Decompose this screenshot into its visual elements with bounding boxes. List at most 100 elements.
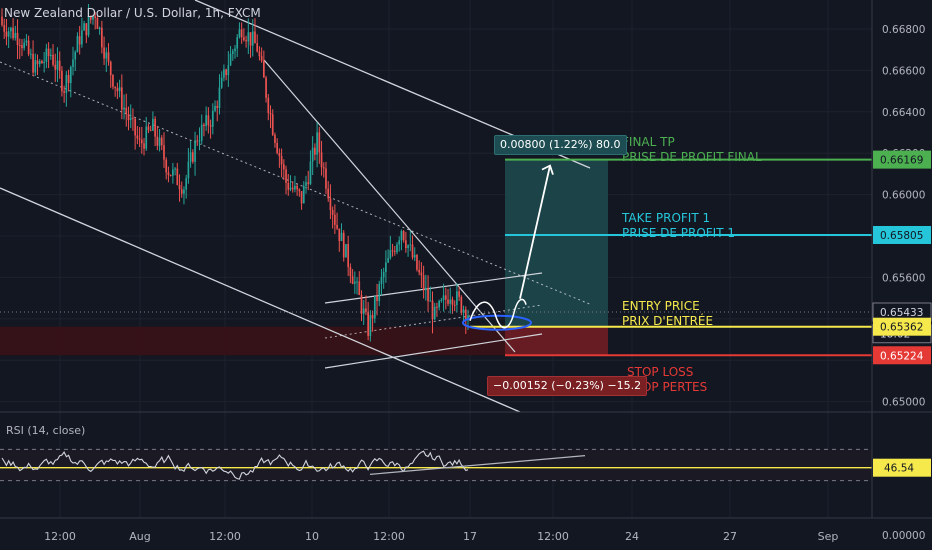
candle-body bbox=[251, 31, 254, 46]
candle-body bbox=[298, 189, 301, 192]
candle-body bbox=[338, 228, 341, 242]
trend-line bbox=[263, 59, 516, 353]
candle-body bbox=[254, 31, 256, 44]
candle-body bbox=[447, 299, 449, 304]
tp1-label-en: TAKE PROFIT 1 bbox=[622, 211, 711, 225]
candle-body bbox=[172, 169, 174, 176]
candle-body bbox=[65, 74, 68, 93]
candle-body bbox=[116, 88, 119, 92]
candle-body bbox=[143, 143, 145, 149]
candle-body bbox=[136, 135, 139, 139]
candle-body bbox=[63, 91, 65, 93]
entry-zone-ellipse bbox=[462, 314, 532, 331]
candle-body bbox=[289, 187, 292, 190]
candle-body bbox=[256, 43, 259, 52]
candle-body bbox=[34, 60, 37, 73]
price-tick-label: 0.65600 bbox=[882, 272, 925, 284]
candle-body bbox=[3, 25, 6, 32]
candle-body bbox=[25, 40, 28, 43]
candle-body bbox=[174, 168, 176, 170]
loss-zone bbox=[505, 326, 608, 356]
candle-body bbox=[245, 40, 247, 42]
final-tp-label-en: FINAL TP bbox=[622, 135, 675, 149]
candle-body bbox=[285, 169, 287, 183]
channel-midline bbox=[0, 61, 593, 306]
candle-body bbox=[83, 23, 85, 31]
candle-body bbox=[223, 69, 225, 78]
candle-body bbox=[349, 267, 352, 277]
candle-body bbox=[112, 75, 114, 87]
candle-body bbox=[267, 97, 270, 113]
price-badge bbox=[873, 346, 931, 365]
candle-body bbox=[314, 147, 316, 155]
candle-body bbox=[49, 54, 52, 56]
candle-body bbox=[76, 36, 79, 53]
flag-midline bbox=[324, 304, 543, 339]
price-badge bbox=[873, 317, 931, 336]
candle-body bbox=[300, 191, 303, 204]
stop-loss-label-en: STOP LOSS bbox=[627, 365, 694, 379]
candle-body bbox=[14, 32, 17, 39]
candle-body bbox=[387, 258, 389, 263]
rsi-title[interactable]: RSI (14, close) bbox=[6, 424, 86, 437]
candle-body bbox=[331, 210, 334, 215]
candle-body bbox=[163, 145, 165, 160]
time-tick-label: 12:00 bbox=[373, 530, 405, 543]
candle-body bbox=[147, 126, 150, 131]
candle-body bbox=[345, 244, 347, 258]
candle-body bbox=[96, 18, 99, 29]
candle-body bbox=[160, 137, 163, 146]
entry-label: ENTRY PRICE PRIX D'ENTRÉE bbox=[622, 299, 713, 329]
time-tick-label: Sep bbox=[818, 530, 839, 543]
candle-body bbox=[132, 117, 134, 119]
candle-body bbox=[156, 136, 159, 146]
candle-body bbox=[291, 187, 294, 190]
candle-body bbox=[152, 118, 154, 131]
profit-box[interactable]: 0.00800 (1.22%) 80.0 bbox=[494, 135, 627, 155]
candle-body bbox=[280, 156, 283, 165]
time-tick-label: 24 bbox=[625, 530, 639, 543]
candle-body bbox=[362, 308, 365, 314]
time-tick-label: 12:00 bbox=[44, 530, 76, 543]
candle-body bbox=[436, 306, 438, 308]
candle-body bbox=[322, 167, 325, 169]
candle-body bbox=[94, 16, 97, 19]
candle-body bbox=[243, 37, 245, 41]
candle-body bbox=[47, 48, 50, 56]
candle-body bbox=[307, 182, 310, 184]
price-badge bbox=[873, 225, 931, 244]
candle-body bbox=[218, 87, 221, 108]
candle-body bbox=[416, 254, 418, 270]
candle-body bbox=[282, 164, 285, 170]
candle-body bbox=[440, 299, 443, 301]
candle-body bbox=[67, 74, 70, 83]
price-badge-label: 0.65433 bbox=[880, 307, 923, 319]
candle-body bbox=[456, 291, 458, 305]
projection-arrow bbox=[519, 165, 551, 299]
candle-body bbox=[274, 134, 276, 143]
candle-body bbox=[429, 300, 432, 302]
candle-body bbox=[85, 23, 88, 36]
candle-body bbox=[265, 77, 267, 98]
candle-body bbox=[442, 295, 445, 300]
loss-box[interactable]: −0.00152 (−0.23%) −15.2 bbox=[487, 376, 648, 396]
candle-body bbox=[287, 182, 290, 190]
candle-body bbox=[407, 245, 409, 249]
candle-body bbox=[365, 308, 367, 312]
candle-body bbox=[207, 115, 210, 126]
candle-body bbox=[373, 295, 376, 319]
candle-body bbox=[358, 281, 361, 295]
price-badge-label: 0.65362 bbox=[880, 322, 923, 334]
candle-body bbox=[420, 272, 423, 276]
symbol-title[interactable]: New Zealand Dollar / U.S. Dollar, 1h, FX… bbox=[4, 6, 261, 20]
candle-body bbox=[329, 198, 332, 211]
candle-body bbox=[81, 30, 83, 45]
time-tick-label: 12:00 bbox=[209, 530, 241, 543]
candle-body bbox=[451, 299, 454, 305]
candle-body bbox=[30, 53, 32, 55]
candle-body bbox=[236, 37, 239, 49]
candle-body bbox=[347, 244, 350, 268]
candle-body bbox=[23, 42, 26, 49]
candle-body bbox=[453, 304, 456, 306]
